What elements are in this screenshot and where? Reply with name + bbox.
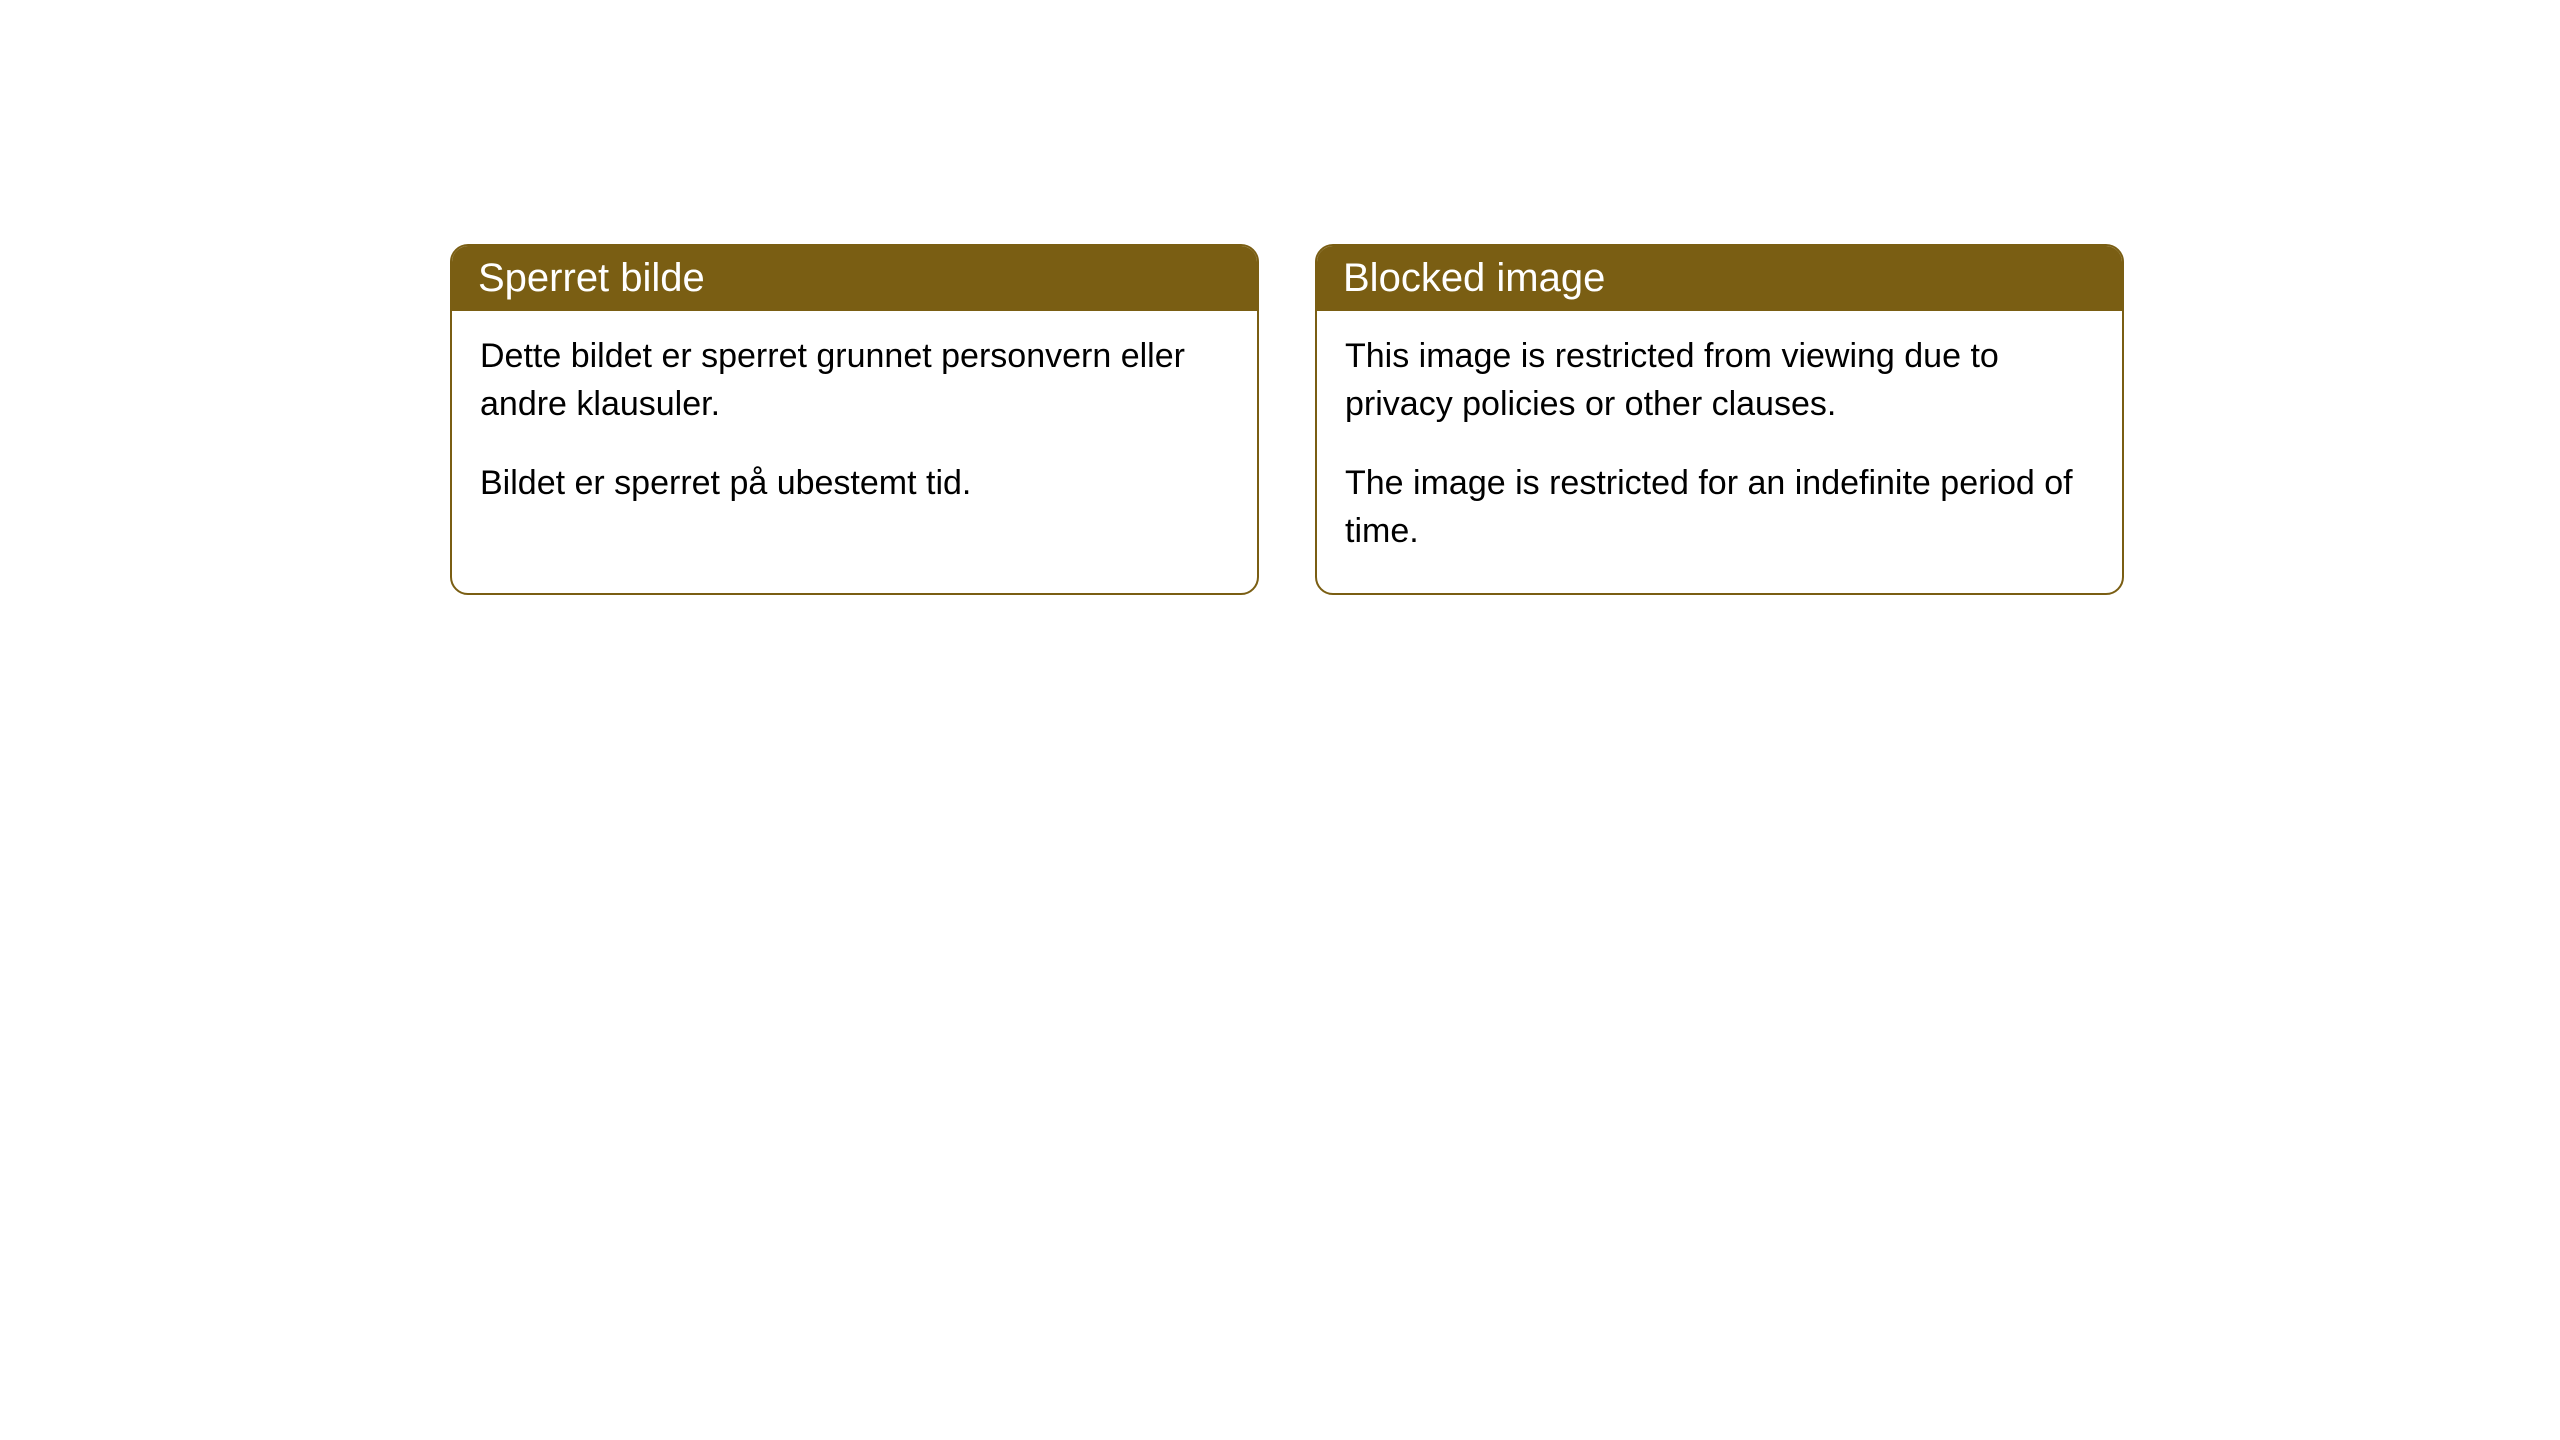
card-title: Sperret bilde bbox=[478, 256, 705, 300]
card-body-english: This image is restricted from viewing du… bbox=[1317, 311, 2122, 593]
notice-cards-container: Sperret bilde Dette bildet er sperret gr… bbox=[450, 244, 2124, 595]
card-header-english: Blocked image bbox=[1317, 246, 2122, 311]
card-body-norwegian: Dette bildet er sperret grunnet personve… bbox=[452, 311, 1257, 546]
notice-card-norwegian: Sperret bilde Dette bildet er sperret gr… bbox=[450, 244, 1259, 595]
card-header-norwegian: Sperret bilde bbox=[452, 246, 1257, 311]
card-paragraph: This image is restricted from viewing du… bbox=[1345, 333, 2094, 428]
notice-card-english: Blocked image This image is restricted f… bbox=[1315, 244, 2124, 595]
card-paragraph: The image is restricted for an indefinit… bbox=[1345, 460, 2094, 555]
card-paragraph: Dette bildet er sperret grunnet personve… bbox=[480, 333, 1229, 428]
card-paragraph: Bildet er sperret på ubestemt tid. bbox=[480, 460, 1229, 508]
card-title: Blocked image bbox=[1343, 256, 1605, 300]
